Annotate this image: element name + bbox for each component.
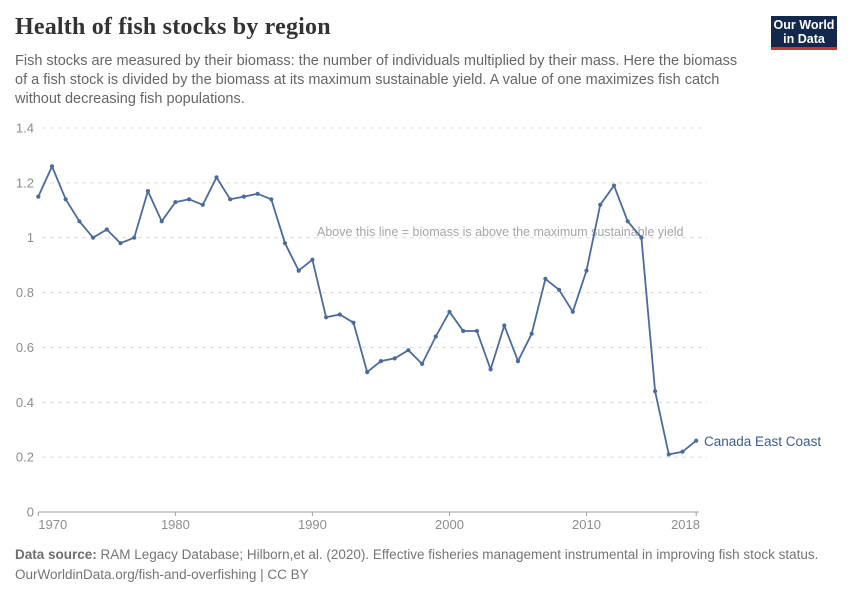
data-point[interactable] (378, 359, 383, 364)
data-point[interactable] (529, 331, 534, 336)
data-point[interactable] (282, 241, 288, 246)
x-axis-tick-label: 1980 (161, 517, 190, 532)
data-point[interactable] (214, 175, 219, 180)
data-point[interactable] (447, 309, 452, 314)
data-point[interactable] (515, 359, 521, 364)
x-axis-tick-label: 2018 (671, 517, 700, 532)
data-point[interactable] (145, 189, 150, 194)
data-point[interactable] (557, 287, 562, 292)
data-point[interactable] (570, 309, 575, 314)
x-axis-tick-label: 1990 (298, 517, 327, 532)
data-point[interactable] (680, 449, 685, 454)
data-point[interactable] (63, 197, 68, 202)
data-point[interactable] (241, 194, 246, 199)
data-point[interactable] (36, 194, 41, 199)
data-point[interactable] (337, 312, 342, 317)
data-point[interactable] (666, 452, 671, 457)
data-point[interactable] (132, 235, 137, 240)
chart-canvas[interactable]: 0 0.2 0.4 0.6 0.8 1 1.2 1.4 1970 1980 1990 2000 2010… (0, 115, 850, 540)
page-title: Health of fish stocks by region (15, 14, 331, 40)
data-point[interactable] (228, 197, 233, 202)
owid-logo-line2: in Data (783, 32, 825, 46)
y-axis-tick-label: 0.4 (16, 395, 34, 410)
data-point[interactable] (488, 367, 493, 372)
y-axis-tick-label: 0 (27, 505, 34, 520)
x-axis-tick-label: 2000 (435, 517, 464, 532)
data-point[interactable] (187, 197, 192, 202)
data-point[interactable] (639, 235, 644, 240)
data-point[interactable] (49, 164, 55, 169)
y-axis-tick-label: 1.4 (16, 121, 34, 136)
data-point[interactable] (159, 219, 164, 224)
x-axis-tick-label: 2010 (572, 517, 601, 532)
series-label[interactable]: Canada East Coast (704, 434, 821, 449)
data-point[interactable] (104, 227, 109, 232)
y-axis-tick-label: 0.2 (16, 450, 34, 465)
subtitle-line: Fish stocks are measured by their biomas… (15, 53, 738, 69)
x-axis-tick-label: 1970 (38, 517, 67, 532)
data-point[interactable] (474, 328, 479, 334)
data-point[interactable] (310, 257, 315, 262)
y-axis-tick-label: 1.2 (16, 175, 34, 190)
subtitle-line: without decreasing fish populations. (15, 91, 245, 107)
threshold-annotation: Above this line = biomass is above the m… (317, 225, 684, 239)
y-axis-tick-label: 0.6 (16, 340, 34, 355)
chart-subtitle: Fish stocks are measured by their biomas… (15, 52, 737, 109)
data-point[interactable] (433, 334, 438, 339)
data-point[interactable] (118, 241, 123, 246)
data-point[interactable] (365, 370, 370, 375)
data-point[interactable] (173, 200, 178, 205)
data-point[interactable] (200, 202, 205, 207)
data-point[interactable] (324, 315, 329, 320)
data-point[interactable] (598, 202, 603, 207)
data-point[interactable] (392, 356, 397, 361)
y-axis-tick-label: 0.8 (16, 285, 34, 300)
data-source-label: Data source: (15, 547, 97, 562)
data-point[interactable] (611, 183, 617, 188)
footer-license: OurWorldinData.org/fish-and-overfishing … (15, 566, 309, 584)
data-point[interactable] (77, 219, 82, 224)
data-point[interactable] (543, 276, 548, 281)
data-point[interactable] (653, 389, 658, 394)
data-point[interactable] (420, 361, 425, 366)
data-line-canada-east-coast[interactable] (37, 165, 698, 456)
data-point[interactable] (625, 219, 630, 224)
footer-license-suffix: | CC BY (256, 567, 309, 582)
data-source-text: RAM Legacy Database; Hilborn,et al. (202… (96, 547, 819, 562)
data-point[interactable] (296, 268, 301, 273)
owid-logo-line1: Our World (773, 18, 835, 32)
data-point[interactable] (269, 197, 274, 202)
footer-source: Data source: RAM Legacy Database; Hilbor… (15, 546, 818, 564)
data-point[interactable] (502, 323, 507, 328)
data-point[interactable] (461, 328, 466, 334)
subtitle-line: of a fish stock is divided by the biomas… (15, 72, 720, 88)
y-axis-tick-label: 1 (27, 230, 34, 245)
data-point[interactable] (406, 348, 411, 353)
footer-link[interactable]: OurWorldinData.org/fish-and-overfishing (15, 567, 257, 582)
data-point[interactable] (694, 438, 699, 443)
owid-logo[interactable]: Our World in Data (771, 16, 837, 50)
data-point[interactable] (255, 191, 260, 196)
data-point[interactable] (584, 268, 589, 273)
data-point[interactable] (351, 320, 356, 325)
data-point[interactable] (91, 235, 96, 240)
